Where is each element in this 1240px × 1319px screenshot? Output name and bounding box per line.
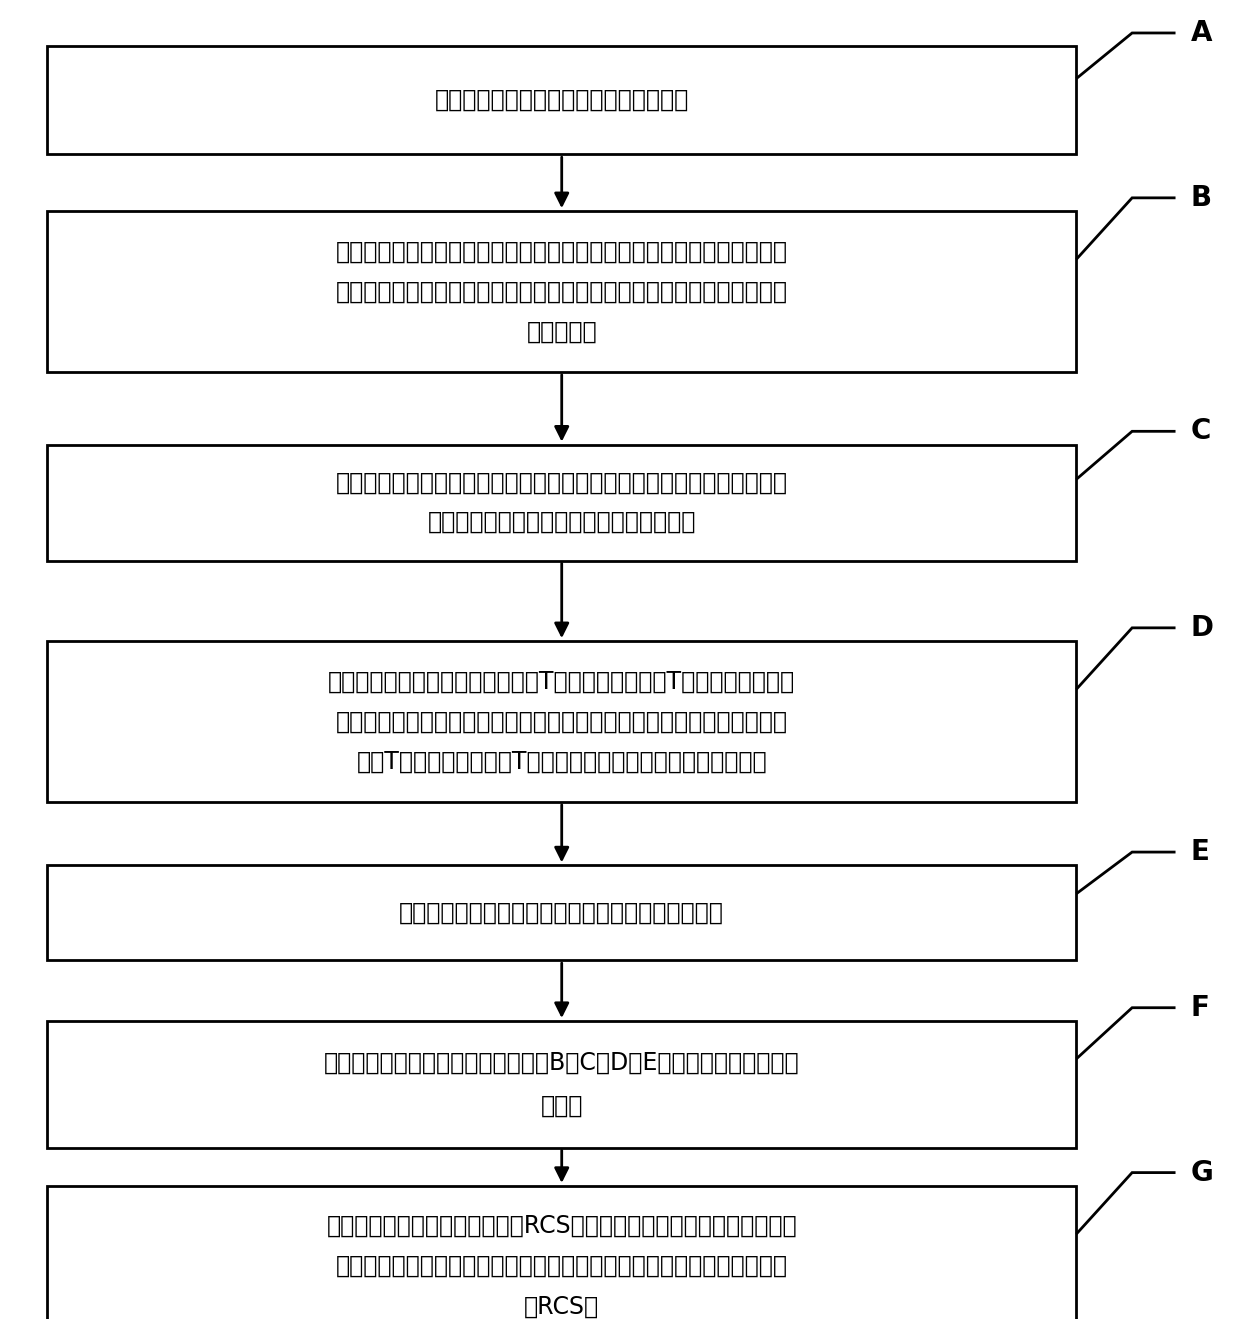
Text: 在所选定的频率范围内，收发天线以预设的步进频率沿设定的扫描线迹进: 在所选定的频率范围内，收发天线以预设的步进频率沿设定的扫描线迹进 <box>336 239 787 264</box>
Bar <box>47 865 1076 960</box>
Text: 得到T个散射图像，从该T个散射图像中选取最优聚焦的散射图像: 得到T个散射图像，从该T个散射图像中选取最优聚焦的散射图像 <box>356 749 768 774</box>
Text: 将待测目标更换为定标体，重复步骤B、C、D、E，获得定标体的有效散: 将待测目标更换为定标体，重复步骤B、C、D、E，获得定标体的有效散 <box>324 1051 800 1075</box>
Bar <box>47 1021 1076 1148</box>
Text: E: E <box>1190 838 1209 867</box>
Text: 景对消后待测目标的真实散射测量数据进行相位补偿，并进行成像，从而: 景对消后待测目标的真实散射测量数据进行相位补偿，并进行成像，从而 <box>336 710 787 733</box>
Text: A: A <box>1190 18 1211 47</box>
Text: 由最优聚焦的二维散射图像提取目标的有效散射系数: 由最优聚焦的二维散射图像提取目标的有效散射系数 <box>399 901 724 925</box>
Text: 对线迹散射测量点上放置待测目标前后的散射测量数据进行背景对消，得: 对线迹散射测量点上放置待测目标前后的散射测量数据进行背景对消，得 <box>336 471 787 495</box>
Bar <box>47 211 1076 372</box>
Bar <box>47 1186 1076 1319</box>
Text: D: D <box>1190 613 1214 642</box>
Bar <box>47 445 1076 561</box>
Text: 将收发天线、信号源和矢量分析仪相连接: 将收发天线、信号源和矢量分析仪相连接 <box>434 88 689 112</box>
Bar <box>47 641 1076 802</box>
Text: 面RCS值: 面RCS值 <box>525 1294 599 1319</box>
Text: 射系数及定标体的有效散射系数，计算出待测目标的真实目标雷达散射截: 射系数及定标体的有效散射系数，计算出待测目标的真实目标雷达散射截 <box>336 1254 787 1278</box>
Text: 在预设的取值范围和取值间隔内取T个相位差，利用该T个相位差分别对背: 在预设的取值范围和取值间隔内取T个相位差，利用该T个相位差分别对背 <box>329 669 795 694</box>
Text: C: C <box>1190 417 1210 446</box>
Text: 行扫描，由矢量网络分析仪获得线迹散射测量点上放置待测目标前后的散: 行扫描，由矢量网络分析仪获得线迹散射测量点上放置待测目标前后的散 <box>336 280 787 303</box>
Text: F: F <box>1190 993 1209 1022</box>
Bar <box>47 46 1076 154</box>
Text: 射系数: 射系数 <box>541 1093 583 1117</box>
Text: G: G <box>1190 1158 1213 1187</box>
Text: 到背景对消后待测目标的真实散射测量数据: 到背景对消后待测目标的真实散射测量数据 <box>428 510 696 534</box>
Text: 利用已知的定标体雷达散射截面RCS值进行校准，根据待测目标的有效散: 利用已知的定标体雷达散射截面RCS值进行校准，根据待测目标的有效散 <box>326 1213 797 1239</box>
Text: 射测量数据: 射测量数据 <box>527 319 596 344</box>
Text: B: B <box>1190 183 1211 212</box>
